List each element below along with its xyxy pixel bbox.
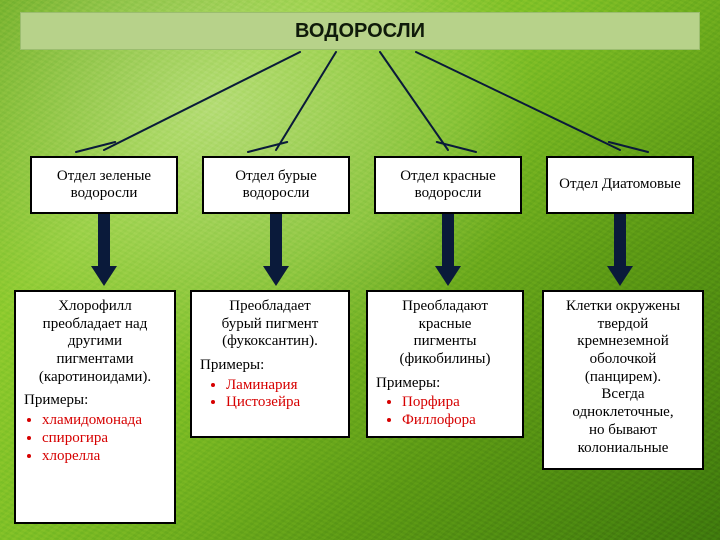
examples-list: ЛаминарияЦистозейра xyxy=(200,377,340,412)
examples-label: Примеры: xyxy=(24,392,166,410)
example-item: Ламинария xyxy=(226,377,340,395)
page-title: ВОДОРОСЛИ xyxy=(20,12,700,50)
description-text: Преобладаюткрасныепигменты(фикобилины) xyxy=(376,298,514,369)
example-item: спирогира xyxy=(42,430,166,448)
detail-brown-algae: Преобладаетбурый пигмент(фукоксантин). Пр… xyxy=(190,290,350,438)
description-text: Преобладаетбурый пигмент(фукоксантин). xyxy=(200,298,340,351)
examples-list: хламидомонадаспирогирахлорелла xyxy=(24,412,166,465)
example-item: хлорелла xyxy=(42,448,166,466)
node-green-algae: Отдел зеленые водоросли xyxy=(30,156,178,214)
examples-list: ПорфираФиллофора xyxy=(376,394,514,429)
detail-red-algae: Преобладаюткрасныепигменты(фикобилины) Пр… xyxy=(366,290,524,438)
examples-label: Примеры: xyxy=(376,375,514,393)
example-item: Филлофора xyxy=(402,412,514,430)
node-brown-algae: Отдел бурые водоросли xyxy=(202,156,350,214)
detail-green-algae: Хлорофиллпреобладает наддругимипигментам… xyxy=(14,290,176,524)
detail-diatoms: Клетки окруженытвердойкремнеземнойоболоч… xyxy=(542,290,704,470)
description-text: Хлорофиллпреобладает наддругимипигментам… xyxy=(24,298,166,386)
description-text: Клетки окруженытвердойкремнеземнойоболоч… xyxy=(552,298,694,457)
node-diatoms: Отдел Диатомовые xyxy=(546,156,694,214)
example-item: Цистозейра xyxy=(226,394,340,412)
slide-stage: ВОДОРОСЛИ Отдел зеленые водоросли Отдел … xyxy=(0,0,720,540)
examples-label: Примеры: xyxy=(200,357,340,375)
example-item: Порфира xyxy=(402,394,514,412)
node-red-algae: Отдел красные водоросли xyxy=(374,156,522,214)
example-item: хламидомонада xyxy=(42,412,166,430)
